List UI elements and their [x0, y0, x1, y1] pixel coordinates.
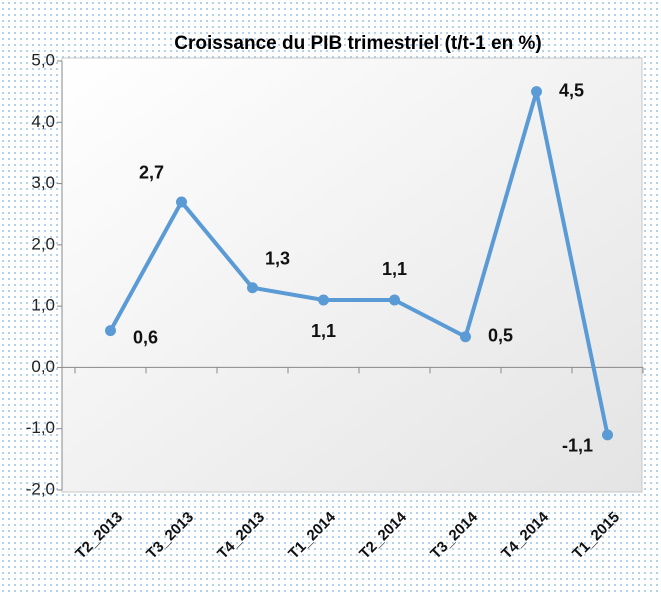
data-label: 1,1	[311, 321, 336, 341]
point	[176, 196, 187, 208]
data-label: 1,3	[265, 249, 290, 269]
data-label: 0,6	[133, 327, 158, 347]
y-tick-label: -2,0	[26, 479, 55, 498]
point	[531, 86, 542, 98]
data-label: 4,5	[559, 80, 584, 100]
data-label: -1,1	[562, 436, 593, 456]
plot-area	[61, 57, 643, 493]
data-label: 1,1	[382, 259, 407, 279]
data-label: 0,5	[488, 326, 513, 346]
line	[108, 89, 610, 436]
point	[389, 294, 400, 306]
y-tick-label: 4,0	[31, 112, 55, 131]
y-tick-label: -1,0	[26, 418, 55, 437]
point	[247, 282, 258, 294]
y-tick-label: 2,0	[31, 234, 55, 253]
y-tick-label: 0,0	[31, 357, 55, 376]
y-tick-label: 5,0	[31, 50, 55, 69]
y-tick-label: 1,0	[31, 296, 55, 315]
point	[318, 294, 329, 306]
point	[105, 325, 116, 337]
y-tick-label: 3,0	[31, 173, 55, 192]
point	[460, 331, 471, 343]
data-label: 2,7	[139, 163, 164, 183]
chart-title: Croissance du PIB trimestriel (t/t-1 en …	[174, 33, 541, 54]
point	[602, 429, 613, 441]
